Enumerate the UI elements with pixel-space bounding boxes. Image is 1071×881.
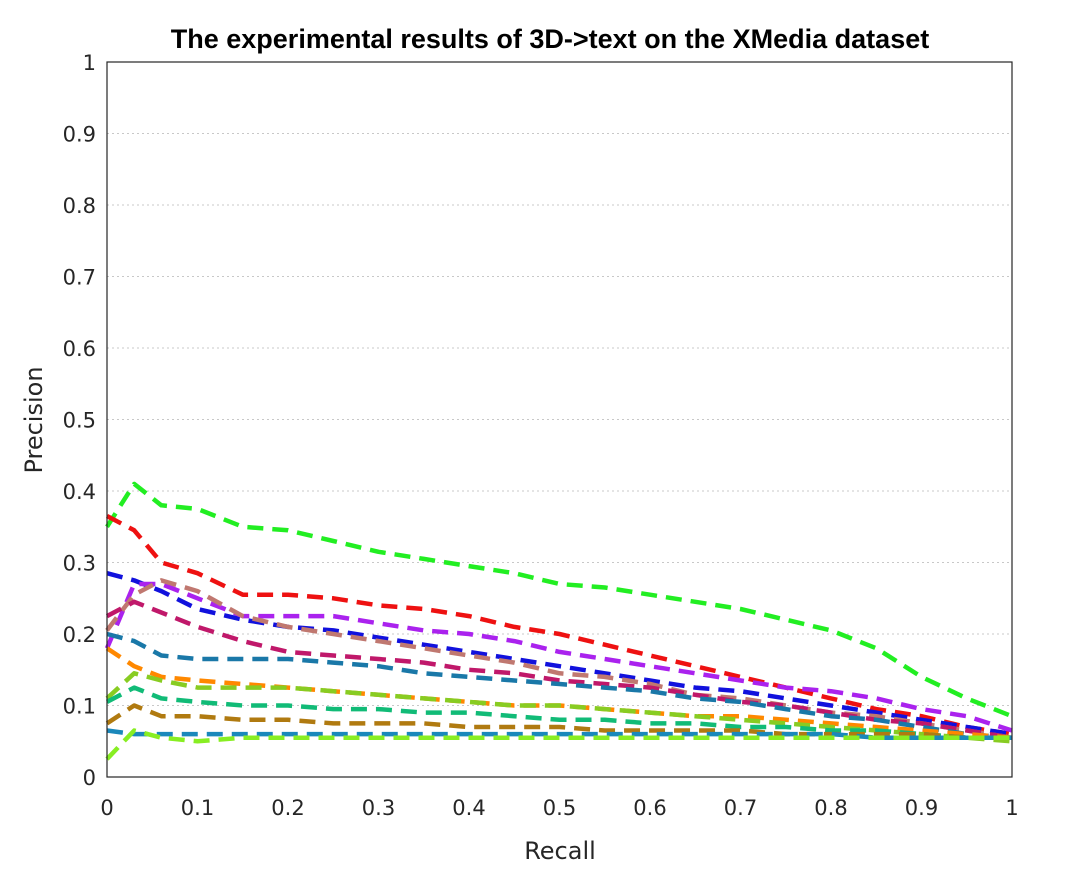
x-tick-label: 0.5 (543, 796, 576, 820)
x-tick-label: 0.1 (181, 796, 214, 820)
y-tick-label: 1 (83, 51, 96, 75)
x-tick-label: 0.2 (271, 796, 304, 820)
x-tick-label: 0.9 (905, 796, 938, 820)
x-tick-label: 0.3 (362, 796, 395, 820)
series-line-11 (105, 703, 1012, 740)
x-axis-label: Recall (524, 837, 596, 865)
y-tick-label: 0.5 (63, 409, 96, 433)
y-tick-label: 0.2 (63, 623, 96, 647)
x-tick-label: 0 (100, 796, 113, 820)
y-tick-label: 0.8 (63, 194, 96, 218)
series-line-4 (104, 581, 1013, 733)
y-tick-label: 0.6 (63, 337, 96, 361)
x-tick-label: 0.6 (633, 796, 666, 820)
series-line-10 (105, 685, 1012, 740)
x-tick-label: 0.4 (452, 796, 485, 820)
chart-title: The experimental results of 3D->text on … (171, 24, 929, 54)
series-line-13 (105, 728, 1012, 761)
series-line-2 (105, 514, 1013, 737)
tick-labels: 0 0.1 0.2 0.3 0.4 0.5 0.6 0.7 0.8 0.9 1 0 0.1 0.2 0.3 0… (63, 51, 1019, 820)
plot-frame (106, 61, 1013, 778)
x-tick-label: 0.7 (724, 796, 757, 820)
series-line-8 (105, 646, 1013, 740)
series-line-12 (106, 728, 1012, 740)
x-tick-label: 1 (1005, 796, 1018, 820)
y-tick-label: 0.4 (63, 480, 96, 504)
y-tick-label: 0.7 (63, 266, 96, 290)
series-line-3 (106, 571, 1013, 737)
y-tick-label: 0 (83, 766, 96, 790)
y-tick-label: 0.3 (63, 552, 96, 576)
y-tick-label: 0.1 (63, 695, 96, 719)
y-axis-label: Precision (20, 366, 48, 473)
series-line-7 (106, 631, 1013, 740)
x-tick-label: 0.8 (814, 796, 847, 820)
series-lines (104, 481, 1013, 761)
y-tick-label: 0.9 (63, 123, 96, 147)
